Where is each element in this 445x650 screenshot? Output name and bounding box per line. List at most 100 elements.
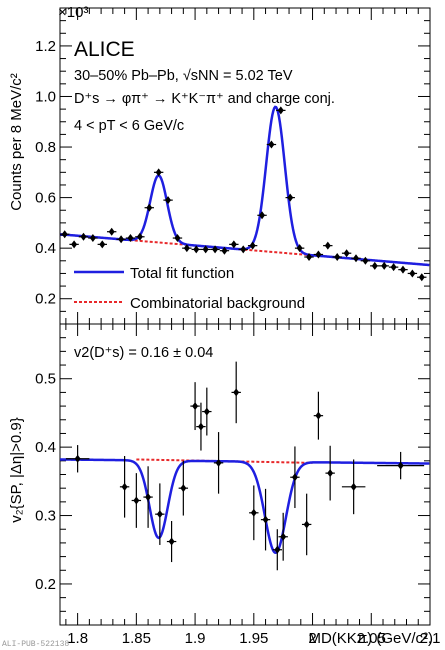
x-tick-label: 1.8 — [67, 630, 88, 647]
marker — [306, 253, 313, 262]
y-tick-label: 0.2 — [35, 291, 56, 308]
y-tick-label: 0.6 — [35, 190, 56, 207]
marker — [418, 273, 425, 282]
x-tick-label: 2.05 — [357, 630, 386, 647]
marker — [99, 240, 106, 249]
marker — [280, 532, 287, 541]
marker — [327, 469, 334, 478]
data-point — [125, 234, 136, 243]
alice-label: ALICE — [74, 38, 135, 61]
bottom-frame — [59, 323, 431, 626]
data-point — [153, 168, 164, 177]
data-point — [200, 245, 211, 254]
bottom-panel: 0.2 0.3 0.4 0.5 1.8 1.85 1.9 1.95 2 2.05 2.1 — [35, 323, 440, 647]
data-point — [278, 512, 288, 561]
data-point — [229, 240, 239, 249]
bottom-y-axis-title: v₂{SP, |Δη|>0.9} — [8, 417, 25, 523]
data-point — [172, 234, 183, 243]
marker — [121, 482, 128, 491]
marker — [262, 515, 269, 524]
data-point — [257, 211, 267, 220]
marker — [233, 388, 240, 397]
data-point — [60, 230, 70, 239]
marker — [315, 250, 322, 259]
marker — [268, 140, 275, 149]
data-point — [398, 265, 408, 274]
y-tick-label: 0.8 — [35, 139, 56, 156]
data-point — [190, 382, 200, 431]
y-tick-label: 0.4 — [35, 439, 56, 456]
data-point — [191, 245, 201, 254]
marker — [399, 265, 406, 274]
marker — [215, 458, 222, 467]
data-point — [97, 240, 107, 249]
data-point — [377, 451, 425, 480]
data-point — [143, 466, 153, 528]
marker — [277, 106, 284, 115]
legend-background-label: Combinatorial background — [130, 295, 305, 312]
data-point — [69, 240, 79, 249]
marker — [350, 482, 357, 491]
marker — [250, 508, 257, 517]
marker — [156, 510, 163, 519]
marker — [343, 249, 350, 258]
marker — [274, 545, 281, 554]
data-point — [304, 253, 314, 262]
data-point — [272, 529, 282, 571]
marker — [287, 193, 294, 202]
data-point — [144, 203, 154, 212]
marker — [183, 244, 190, 253]
data-point — [351, 254, 361, 263]
data-point — [341, 459, 366, 515]
data-point — [417, 273, 427, 282]
data-point — [360, 256, 371, 265]
marker — [197, 422, 204, 431]
marker — [291, 473, 298, 482]
footer-id: ALI-PUB-522138 — [2, 640, 69, 649]
background-curve — [136, 458, 313, 464]
marker — [180, 484, 187, 493]
data-point — [238, 245, 248, 254]
collision-label: 30–50% Pb–Pb, √sNN = 5.02 TeV — [74, 68, 293, 84]
x-tick-label: 1.85 — [122, 630, 151, 647]
y-tick-label: 1.0 — [35, 88, 56, 105]
marker — [165, 196, 172, 205]
top-panel: 0.2 0.4 0.6 0.8 1.0 1.2 — [35, 7, 431, 325]
y-tick-label: 0.4 — [35, 240, 56, 257]
data-point — [276, 106, 286, 115]
data-point — [247, 241, 258, 250]
data-point — [65, 445, 90, 473]
data-point — [323, 241, 333, 250]
data-point — [213, 432, 224, 494]
marker — [146, 203, 153, 212]
marker — [334, 253, 341, 262]
y-tick-label: 0.2 — [35, 576, 56, 593]
data-point — [294, 244, 305, 253]
marker — [80, 232, 87, 241]
marker — [353, 254, 359, 263]
data-point — [325, 445, 335, 501]
marker — [61, 230, 68, 239]
marker — [230, 240, 237, 249]
marker — [168, 537, 175, 546]
marker — [192, 402, 199, 411]
pt-label: 4 < pT < 6 GeV/c — [74, 118, 184, 134]
marker — [136, 232, 143, 241]
data-point — [370, 261, 380, 270]
data-point — [407, 269, 418, 278]
marker — [371, 261, 378, 270]
marker — [259, 211, 266, 220]
data-point — [166, 521, 177, 563]
x-tick-label: 2 — [308, 630, 316, 647]
y-tick-label: 0.5 — [35, 371, 56, 388]
legend-total-label: Total fit function — [130, 265, 234, 282]
marker — [89, 234, 96, 243]
data-point — [379, 261, 389, 270]
marker — [397, 461, 404, 470]
data-point — [332, 253, 342, 262]
data-point — [313, 250, 324, 259]
data-point — [290, 446, 300, 509]
data-point — [341, 249, 352, 258]
marker — [315, 411, 322, 420]
